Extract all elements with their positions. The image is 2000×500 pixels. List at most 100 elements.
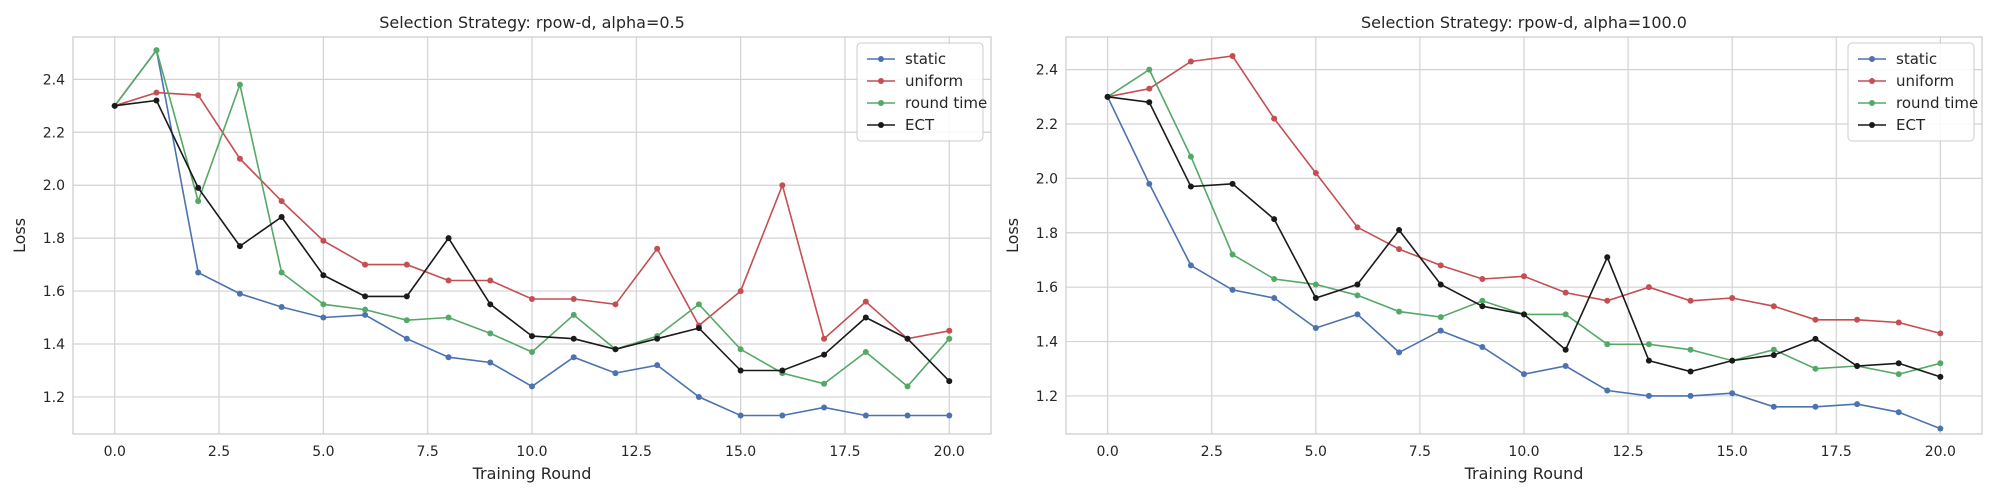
right-data-point-round-time [1687, 346, 1694, 353]
left-data-point-round-time [278, 269, 285, 276]
right-legend-label-uniform: uniform [1896, 72, 1954, 90]
left-data-point-static [529, 383, 535, 390]
left-data-point-round-time [445, 314, 452, 321]
right-legend-label-ECT: ECT [1896, 116, 1926, 134]
left-data-point-static [946, 412, 953, 419]
left-y-tick-label: 1.2 [43, 390, 65, 406]
left-x-tick-label: 10.0 [516, 444, 547, 460]
left-data-point-round-time [487, 330, 494, 337]
right-data-point-round-time [1437, 314, 1444, 321]
right-data-point-ECT [1104, 93, 1111, 100]
right-data-point-static [1396, 349, 1403, 356]
right-legend [1847, 42, 1975, 142]
right-data-point-round-time [1271, 276, 1278, 283]
right-data-point-uniform [1604, 297, 1611, 304]
right-data-point-uniform [1562, 289, 1569, 296]
right-data-point-ECT [1187, 183, 1194, 190]
left-y-tick-label: 2.0 [43, 178, 65, 194]
left-data-point-uniform [362, 261, 369, 268]
left-data-point-static [403, 335, 410, 342]
right-data-point-uniform [1687, 297, 1694, 304]
left-data-point-ECT [695, 325, 702, 332]
left-data-point-ECT [654, 335, 661, 342]
right-data-point-uniform [1770, 303, 1777, 310]
right-data-point-static [1271, 295, 1278, 302]
right-data-point-round-time [1187, 153, 1194, 160]
right-chart-panel: 0.0 2.5 5.0 7.5 10.0 12.5 15.0 17.5 20.0 1.2 1.4 1.… [1003, 13, 1983, 483]
left-x-tick-label: 5.0 [312, 444, 334, 460]
right-data-point-ECT [1229, 180, 1236, 187]
left-data-point-static [612, 370, 619, 377]
left-data-point-ECT [612, 346, 619, 353]
right-y-tick-label: 1.4 [1036, 335, 1058, 351]
left-data-point-ECT [570, 335, 577, 342]
right-data-point-static [1895, 409, 1902, 416]
left-data-point-static [195, 269, 202, 276]
left-x-tick-label: 12.5 [621, 444, 652, 460]
left-data-point-static [654, 362, 661, 369]
right-data-point-round-time [1479, 297, 1486, 304]
right-data-point-static [1312, 324, 1319, 331]
right-data-point-round-time [1812, 365, 1819, 372]
right-data-point-ECT [1854, 363, 1861, 370]
right-legend-label-round-time: round time [1896, 94, 1978, 112]
left-data-point-ECT [529, 333, 535, 340]
right-data-point-ECT [1604, 254, 1611, 261]
right-legend-marker-round-time [1869, 100, 1875, 106]
right-data-point-round-time [1396, 308, 1403, 315]
right-data-point-uniform [1437, 262, 1444, 269]
left-chart-panel: 0.0 2.5 5.0 7.5 10.0 12.5 15.0 17.5 20.0 1.2 1.4 1.… [10, 13, 992, 483]
left-legend [856, 42, 984, 142]
left-legend-label-uniform: uniform [905, 72, 963, 90]
left-data-point-uniform [612, 301, 619, 308]
left-data-point-round-time [737, 346, 744, 353]
left-data-point-static [737, 412, 744, 419]
right-data-point-ECT [1271, 216, 1278, 223]
left-data-point-static [278, 303, 285, 310]
right-data-point-uniform [1312, 169, 1319, 176]
left-data-point-uniform [529, 296, 535, 303]
left-data-point-round-time [153, 47, 160, 54]
left-data-point-static [695, 393, 702, 400]
left-data-point-round-time [570, 311, 577, 318]
right-legend-marker-static [1869, 56, 1875, 62]
left-data-point-uniform [278, 198, 285, 205]
right-data-point-ECT [1312, 295, 1319, 302]
right-y-tick-label: 1.2 [1036, 389, 1058, 405]
left-data-point-uniform [320, 237, 327, 244]
left-data-point-ECT [487, 301, 494, 308]
left-data-point-round-time [403, 317, 410, 324]
right-data-point-ECT [1937, 373, 1944, 380]
left-axes-frame [72, 36, 992, 435]
right-data-point-round-time [1937, 360, 1944, 367]
left-data-point-ECT [445, 235, 452, 242]
left-data-point-static [320, 314, 327, 321]
right-data-point-ECT [1479, 303, 1486, 310]
right-y-tick-label: 2.0 [1036, 171, 1058, 187]
left-data-point-uniform [153, 89, 160, 96]
left-data-point-round-time [320, 301, 327, 308]
right-data-point-round-time [1146, 66, 1153, 73]
right-legend-label-static: static [1896, 50, 1937, 68]
right-data-point-uniform [1937, 330, 1944, 337]
left-data-point-ECT [779, 367, 786, 374]
left-y-tick-label: 1.6 [43, 284, 65, 300]
right-data-point-static [1229, 286, 1236, 293]
right-data-point-static [1521, 371, 1527, 378]
left-x-tick-label: 15.0 [725, 444, 756, 460]
right-data-point-static [1812, 403, 1819, 410]
left-x-axis-label: Training Round [472, 464, 592, 483]
left-data-point-round-time [362, 306, 369, 313]
right-data-point-ECT [1687, 368, 1694, 375]
right-data-point-static [1645, 392, 1652, 399]
left-data-point-ECT [236, 243, 243, 250]
right-x-tick-label: 2.5 [1201, 444, 1223, 460]
right-data-point-static [1354, 311, 1361, 318]
right-data-point-uniform [1479, 276, 1486, 283]
left-legend-marker-ECT [878, 122, 884, 128]
right-data-point-round-time [1770, 346, 1777, 353]
right-legend-marker-uniform [1869, 78, 1875, 84]
right-data-point-static [1604, 387, 1611, 394]
right-data-point-static [1937, 425, 1944, 432]
right-x-tick-label: 20.0 [1925, 444, 1956, 460]
